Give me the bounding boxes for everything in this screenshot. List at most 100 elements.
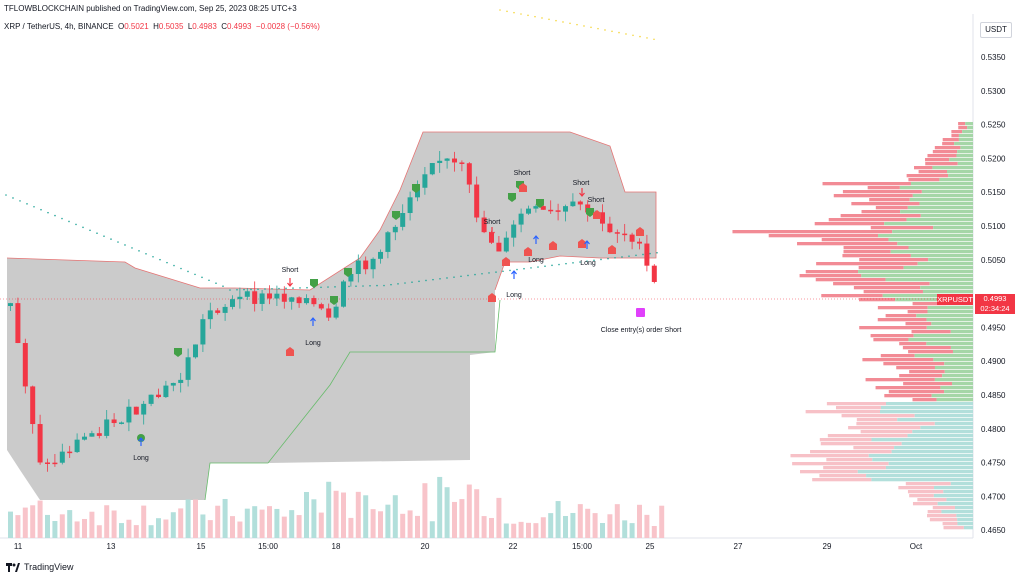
volume-profile-sell-bar bbox=[860, 430, 913, 434]
footer-brand[interactable]: TradingView bbox=[6, 562, 74, 572]
volume-profile-buy-bar bbox=[909, 198, 973, 202]
volume-profile-sell-bar bbox=[942, 142, 955, 146]
time-tick-label: Oct bbox=[910, 542, 923, 551]
moving-average-dot bbox=[180, 267, 182, 270]
candle-body bbox=[518, 213, 524, 225]
volume-profile-buy-bar bbox=[920, 286, 973, 290]
volume-profile-sell-bar bbox=[841, 414, 915, 418]
symbol-title[interactable]: XRP / TetherUS, 4h, BINANCE bbox=[4, 22, 114, 31]
candle-body bbox=[281, 293, 287, 302]
volume-profile-buy-bar bbox=[907, 434, 973, 438]
volume-profile-buy-bar bbox=[913, 334, 973, 338]
volume-profile-buy-bar bbox=[950, 346, 973, 350]
candle-body bbox=[629, 234, 635, 242]
price-tick-label: 0.5350 bbox=[981, 53, 1006, 62]
signal-label: Short bbox=[588, 197, 605, 204]
volume-bar bbox=[540, 517, 546, 538]
signal-arrowhead-icon bbox=[310, 317, 316, 322]
volume-bar bbox=[82, 518, 87, 538]
volume-profile-sell-bar bbox=[823, 466, 886, 470]
volume-profile-buy-bar bbox=[931, 394, 973, 398]
candle-body bbox=[378, 251, 383, 259]
signal-arrowhead-icon bbox=[489, 231, 495, 236]
volume-bar bbox=[200, 514, 206, 538]
candle-body bbox=[437, 160, 443, 164]
volume-profile-buy-bar bbox=[922, 290, 973, 294]
volume-bar bbox=[156, 518, 161, 538]
volume-profile-buy-bar bbox=[907, 206, 973, 210]
volume-profile-sell-bar bbox=[862, 358, 934, 362]
signal-label: Long bbox=[305, 340, 321, 347]
trend-dot bbox=[625, 33, 627, 35]
moving-average-dot bbox=[68, 220, 70, 223]
volume-profile-buy-bar bbox=[954, 506, 973, 510]
volume-profile-sell-bar bbox=[924, 158, 950, 162]
volume-profile-sell-bar bbox=[819, 474, 867, 478]
volume-profile-sell-bar bbox=[842, 254, 911, 258]
candle-body bbox=[503, 237, 509, 252]
volume-profile-sell-bar bbox=[880, 354, 915, 358]
volume-bar bbox=[644, 514, 650, 538]
volume-profile-buy-bar bbox=[861, 274, 973, 278]
signal-label: Long bbox=[133, 455, 149, 462]
moving-average-dot bbox=[586, 260, 588, 262]
volume-profile-sell-bar bbox=[896, 366, 935, 370]
volume-profile-buy-bar bbox=[880, 410, 973, 414]
volume-profile-buy-bar bbox=[944, 370, 973, 374]
candle-body bbox=[178, 379, 184, 383]
long-signal-badge bbox=[344, 268, 352, 277]
signal-label: Close entry(s) order Short bbox=[601, 327, 682, 334]
candle-body bbox=[74, 439, 80, 453]
open-value: 0.5021 bbox=[124, 22, 149, 31]
moving-average-dot bbox=[334, 286, 336, 288]
volume-profile-sell-bar bbox=[805, 270, 859, 274]
volume-profile-sell-bar bbox=[911, 330, 951, 334]
candle-body bbox=[600, 212, 605, 224]
price-tick-label: 0.4950 bbox=[981, 323, 1006, 332]
volume-bar bbox=[311, 499, 317, 538]
volume-bar bbox=[89, 511, 95, 538]
short-signal-badge bbox=[488, 293, 496, 302]
volume-bar bbox=[489, 517, 494, 538]
volume-profile-sell-bar bbox=[925, 162, 958, 166]
moving-average-dot bbox=[54, 214, 56, 217]
volume-profile-sell-bar bbox=[835, 406, 881, 410]
volume-profile-buy-bar bbox=[956, 514, 973, 518]
time-tick-label: 13 bbox=[107, 542, 116, 551]
band-upper-edge bbox=[6, 131, 657, 291]
candle-body bbox=[67, 451, 73, 454]
volume-bar bbox=[370, 509, 376, 538]
volume-profile-sell-bar bbox=[853, 446, 895, 450]
volume-profile-buy-bar bbox=[871, 438, 973, 442]
volume-bar bbox=[326, 481, 332, 538]
volume-profile-sell-bar bbox=[812, 478, 872, 482]
volume-profile-buy-bar bbox=[884, 222, 973, 226]
volume-profile-buy-bar bbox=[910, 254, 973, 258]
volume-bar bbox=[252, 506, 258, 538]
volume-bar bbox=[392, 495, 398, 538]
candle-body bbox=[141, 403, 147, 415]
volume-profile-sell-bar bbox=[827, 434, 908, 438]
volume-bar bbox=[466, 484, 472, 538]
low-value: 0.4983 bbox=[192, 22, 217, 31]
moving-average-dot bbox=[439, 278, 441, 280]
candle-body bbox=[363, 260, 369, 270]
candle-body bbox=[637, 241, 642, 244]
volume-profile-sell-bar bbox=[912, 398, 937, 402]
volume-bar bbox=[74, 521, 80, 538]
ohlc-legend: XRP / TetherUS, 4h, BINANCE O0.5021 H0.5… bbox=[4, 22, 320, 31]
moving-average-dot bbox=[285, 287, 287, 290]
signal-label: Short bbox=[484, 219, 501, 226]
volume-bar bbox=[659, 505, 665, 538]
price-tick-label: 0.5100 bbox=[981, 222, 1006, 231]
moving-average-dot bbox=[600, 258, 602, 261]
volume-profile-buy-bar bbox=[878, 234, 973, 238]
moving-average-dot bbox=[474, 273, 476, 276]
long-signal-badge bbox=[174, 348, 182, 357]
short-signal-badge bbox=[549, 241, 557, 250]
price-tick-label: 0.5200 bbox=[981, 154, 1006, 163]
currency-button[interactable]: USDT bbox=[980, 22, 1012, 38]
trend-dot bbox=[499, 9, 501, 11]
volume-profile-sell-bar bbox=[815, 278, 886, 282]
